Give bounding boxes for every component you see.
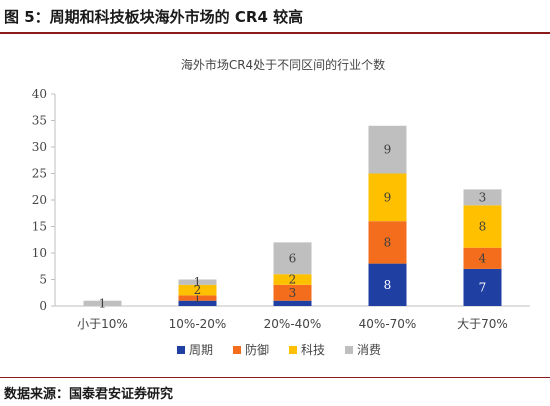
x-category-label: 40%-70% bbox=[359, 317, 417, 331]
title-rule bbox=[0, 32, 550, 34]
bar-segment bbox=[273, 274, 312, 285]
y-tick-label: 25 bbox=[32, 167, 47, 181]
data-label: 1 bbox=[99, 296, 107, 310]
bar-segment bbox=[273, 242, 312, 275]
bar-segment bbox=[368, 263, 407, 306]
x-category-label: 小于10% bbox=[77, 317, 128, 331]
source-note: 数据来源：国泰君安证券研究 bbox=[4, 387, 174, 402]
legend: 周期 防御 科技 消费 bbox=[177, 342, 381, 357]
y-tick-label: 0 bbox=[39, 299, 47, 313]
legend-item: 消费 bbox=[345, 343, 381, 357]
y-tick-label: 20 bbox=[32, 193, 47, 207]
bar-segment bbox=[273, 284, 312, 301]
y-tick-label: 35 bbox=[32, 114, 47, 128]
legend-swatch bbox=[177, 346, 185, 354]
legend-label: 周期 bbox=[189, 343, 213, 357]
y-tick-label: 10 bbox=[32, 246, 47, 260]
legend-label: 防御 bbox=[245, 342, 269, 357]
data-label: 8 bbox=[384, 235, 392, 249]
y-tick-label: 5 bbox=[39, 273, 47, 287]
data-label: 2 bbox=[289, 273, 297, 287]
bar-segment bbox=[178, 284, 217, 296]
bar-segment bbox=[178, 279, 217, 285]
x-category-label: 大于70% bbox=[457, 317, 508, 331]
bar-segment bbox=[368, 125, 407, 174]
data-label: 4 bbox=[479, 251, 487, 265]
legend-label: 科技 bbox=[301, 343, 325, 357]
data-label: 7 bbox=[479, 280, 487, 294]
bar-stack: 121 bbox=[178, 275, 217, 306]
bar-segment bbox=[463, 205, 502, 248]
y-tick-label: 40 bbox=[32, 87, 47, 101]
bar-segment bbox=[178, 295, 217, 301]
figure-title: 图 5：周期和科技板块海外市场的 CR4 较高 bbox=[4, 8, 304, 26]
y-axis: 0 5 10 15 20 25 30 35 40 bbox=[32, 87, 56, 313]
bar-stack: 7 4 8 3 bbox=[463, 189, 502, 306]
bar-stack: 1 bbox=[83, 296, 122, 310]
data-label: 2 bbox=[194, 283, 202, 297]
bar-segment bbox=[83, 300, 122, 306]
bar-segment bbox=[463, 247, 502, 269]
data-label: 9 bbox=[384, 190, 392, 204]
legend-item: 科技 bbox=[289, 343, 325, 357]
legend-swatch bbox=[233, 346, 241, 354]
legend-swatch bbox=[289, 346, 297, 354]
data-label: 1 bbox=[194, 291, 202, 305]
bar-segment bbox=[368, 221, 407, 264]
data-label: 8 bbox=[384, 278, 392, 292]
source-rule bbox=[0, 377, 550, 378]
bar-segment bbox=[273, 300, 312, 306]
chart-title: 海外市场CR4处于不同区间的行业个数 bbox=[181, 57, 385, 72]
data-label: 8 bbox=[479, 220, 487, 234]
bar-segment bbox=[178, 300, 217, 306]
bar-stack: 8 8 9 9 bbox=[368, 125, 407, 306]
bar-segment bbox=[463, 268, 502, 306]
stacked-bar-chart: 海外市场CR4处于不同区间的行业个数 0 5 10 15 20 25 30 35 40 小于10… bbox=[32, 57, 530, 357]
bar-segment bbox=[463, 189, 502, 206]
data-label: 3 bbox=[479, 190, 487, 204]
data-label: 1 bbox=[194, 275, 202, 289]
data-label: 9 bbox=[384, 143, 392, 157]
legend-label: 消费 bbox=[357, 343, 381, 357]
x-axis: 小于10% 10%-20% 20%-40% 40%-70% 大于70% bbox=[55, 305, 530, 331]
y-tick-label: 30 bbox=[32, 140, 47, 154]
x-category-label: 10%-20% bbox=[169, 317, 227, 331]
data-label: 6 bbox=[289, 251, 297, 265]
y-tick-label: 15 bbox=[32, 220, 47, 234]
x-category-label: 20%-40% bbox=[264, 317, 322, 331]
bar-stack: 32 6 bbox=[273, 242, 312, 306]
legend-swatch bbox=[345, 346, 353, 354]
legend-item: 防御 bbox=[233, 342, 269, 357]
data-label: 3 bbox=[289, 286, 297, 300]
bar-segment bbox=[368, 173, 407, 222]
legend-item: 周期 bbox=[177, 343, 213, 357]
